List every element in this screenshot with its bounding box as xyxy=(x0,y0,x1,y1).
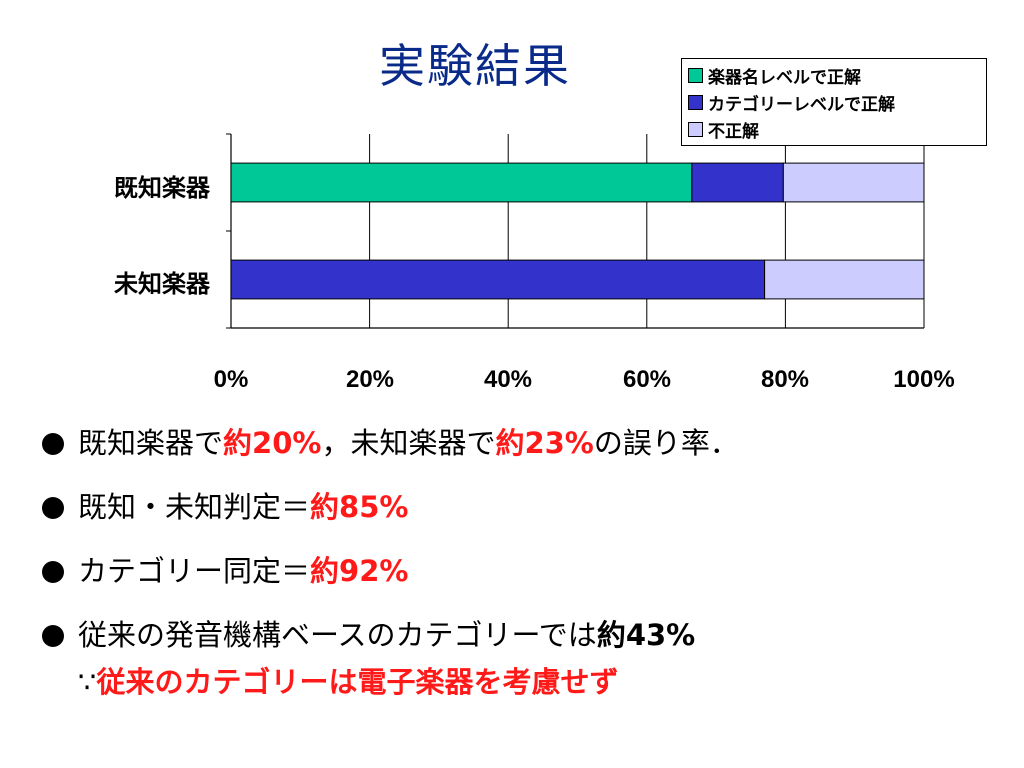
bar-segment xyxy=(782,162,925,203)
bullet-text: 既知楽器で約20%，未知楽器で約23%の誤り率． xyxy=(78,420,739,466)
because-symbol: ∵ xyxy=(78,665,97,699)
bullet-item: 従来の発音機構ベースのカテゴリーでは約43% xyxy=(42,612,1002,676)
bullet-dot-icon xyxy=(42,433,64,455)
bullet-dot-icon xyxy=(42,561,64,583)
highlight-value: 約23% xyxy=(495,426,594,460)
highlight-value: 約43% xyxy=(596,618,696,652)
legend-swatch-exact xyxy=(688,68,703,83)
bullet-text: 既知・未知判定＝約85% xyxy=(78,484,408,530)
x-tick-label: 20% xyxy=(345,366,395,393)
legend-item: カテゴリーレベルで正解 xyxy=(688,89,980,116)
bar-segment xyxy=(691,162,784,203)
category-label-known: 既知楽器 xyxy=(114,174,210,202)
legend-item: 楽器名レベルで正解 xyxy=(688,62,980,89)
legend-swatch-incorrect xyxy=(688,122,703,137)
bullet-item: 既知・未知判定＝約85% xyxy=(42,484,1002,548)
legend-item: 不正解 xyxy=(688,116,980,143)
bar-segment xyxy=(230,259,766,300)
chart-legend: 楽器名レベルで正解 カテゴリーレベルで正解 不正解 xyxy=(681,58,987,146)
bullet-text-part: 既知・未知判定＝ xyxy=(78,490,311,524)
reason-text: 従来のカテゴリーは電子楽器を考慮せず xyxy=(96,665,619,699)
reason-line: ∵従来のカテゴリーは電子楽器を考慮せず xyxy=(78,659,618,705)
bullet-text-part: カテゴリー同定＝ xyxy=(78,554,311,588)
legend-label: 不正解 xyxy=(708,122,759,142)
bullet-list: 既知楽器で約20%，未知楽器で約23%の誤り率． 既知・未知判定＝約85% カテ… xyxy=(42,420,1002,676)
bar-segment xyxy=(764,259,925,300)
bullet-item: 既知楽器で約20%，未知楽器で約23%の誤り率． xyxy=(42,420,1002,484)
x-tick-label: 80% xyxy=(760,366,810,393)
x-tick-label: 100% xyxy=(893,366,955,393)
bullet-text-part: 既知楽器で xyxy=(78,426,224,460)
legend-swatch-category xyxy=(688,95,703,110)
bullet-text-part: ，未知楽器で xyxy=(321,426,496,460)
bullet-dot-icon xyxy=(42,497,64,519)
bar-segment xyxy=(230,162,693,203)
legend-label: 楽器名レベルで正解 xyxy=(708,68,861,88)
legend-label: カテゴリーレベルで正解 xyxy=(708,95,895,115)
slide-title: 実験結果 xyxy=(379,39,571,93)
category-label-unknown: 未知楽器 xyxy=(114,270,210,298)
highlight-value: 約85% xyxy=(310,490,409,524)
bullet-text: カテゴリー同定＝約92% xyxy=(78,548,408,594)
bullet-dot-icon xyxy=(42,625,64,647)
x-tick-label: 0% xyxy=(213,366,249,393)
stacked-bar-chart xyxy=(226,133,925,329)
x-tick-label: 60% xyxy=(622,366,672,393)
bullet-item: カテゴリー同定＝約92% xyxy=(42,548,1002,612)
highlight-value: 約92% xyxy=(310,554,409,588)
bullet-text-part: 従来の発音機構ベースのカテゴリーでは xyxy=(78,618,597,652)
bullet-text: 従来の発音機構ベースのカテゴリーでは約43% xyxy=(78,612,695,658)
x-tick-label: 40% xyxy=(483,366,533,393)
highlight-value: 約20% xyxy=(223,426,322,460)
bullet-text-part: の誤り率． xyxy=(593,426,739,460)
